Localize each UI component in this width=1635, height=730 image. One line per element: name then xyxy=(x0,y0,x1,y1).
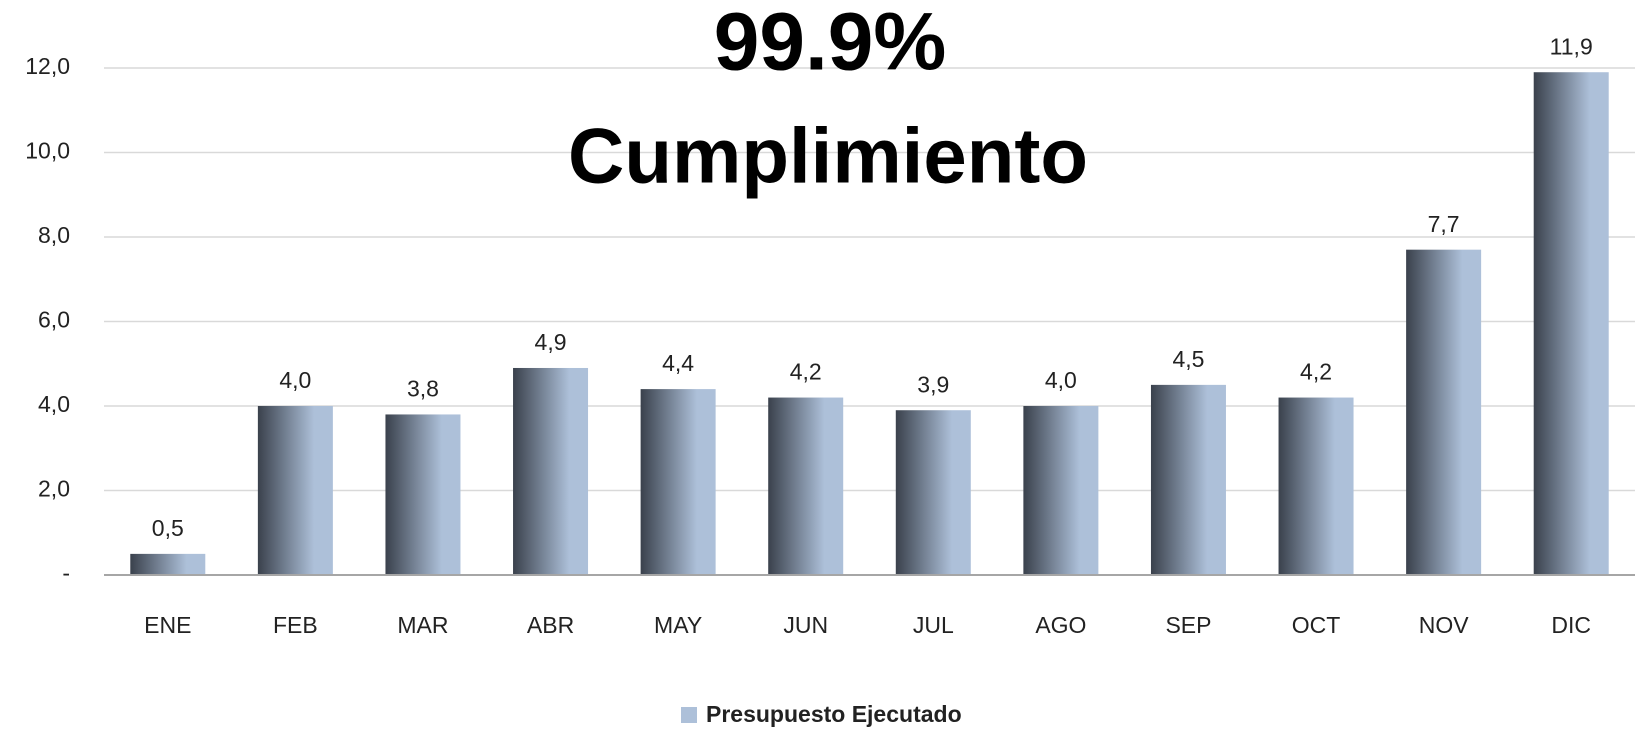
legend-swatch xyxy=(681,707,697,723)
bar xyxy=(641,389,716,575)
x-tick-label: SEP xyxy=(1165,612,1211,638)
legend-label: Presupuesto Ejecutado xyxy=(706,701,962,727)
y-tick-label: 12,0 xyxy=(25,53,70,79)
data-label: 4,9 xyxy=(535,329,567,355)
x-tick-label: MAR xyxy=(397,612,448,638)
bar xyxy=(130,554,205,575)
data-label: 3,9 xyxy=(917,371,949,397)
x-tick-label: NOV xyxy=(1419,612,1470,638)
x-tick-label: ABR xyxy=(527,612,574,638)
x-tick-label: JUL xyxy=(913,612,954,638)
data-label: 4,0 xyxy=(279,367,311,393)
bar xyxy=(896,410,971,575)
data-label: 11,9 xyxy=(1550,33,1593,59)
bar xyxy=(1023,406,1098,575)
x-tick-label: FEB xyxy=(273,612,318,638)
data-label: 4,5 xyxy=(1172,346,1204,372)
data-label: 4,4 xyxy=(662,350,694,376)
data-label: 3,8 xyxy=(407,376,439,402)
chart-subtitle: Cumplimiento xyxy=(568,112,1088,200)
chart-title: 99.9% xyxy=(714,0,947,88)
x-tick-label: OCT xyxy=(1292,612,1341,638)
x-tick-label: AGO xyxy=(1035,612,1086,638)
y-tick-label: 6,0 xyxy=(38,307,70,333)
bar xyxy=(1406,250,1481,575)
data-label: 7,7 xyxy=(1428,211,1460,237)
data-label: 0,5 xyxy=(152,515,184,541)
x-tick-label: MAY xyxy=(654,612,702,638)
bar xyxy=(1151,385,1226,575)
bar xyxy=(1279,398,1354,575)
y-tick-label: - xyxy=(62,560,70,586)
x-tick-label: JUN xyxy=(783,612,828,638)
y-tick-label: 4,0 xyxy=(38,391,70,417)
bar xyxy=(513,368,588,575)
data-label: 4,2 xyxy=(790,359,822,385)
y-tick-label: 2,0 xyxy=(38,476,70,502)
data-label: 4,0 xyxy=(1045,367,1077,393)
data-label: 4,2 xyxy=(1300,359,1332,385)
x-tick-label: ENE xyxy=(144,612,191,638)
y-tick-label: 10,0 xyxy=(25,138,70,164)
x-tick-label: DIC xyxy=(1551,612,1591,638)
y-tick-label: 8,0 xyxy=(38,222,70,248)
bar xyxy=(258,406,333,575)
bar xyxy=(1534,72,1609,575)
bar xyxy=(385,414,460,575)
legend: Presupuesto Ejecutado xyxy=(681,701,962,727)
chart: 99.9% Cumplimiento - 2,0 4,0 6,0 8,0 10,0 12,0… xyxy=(0,0,1635,730)
bar xyxy=(768,398,843,575)
